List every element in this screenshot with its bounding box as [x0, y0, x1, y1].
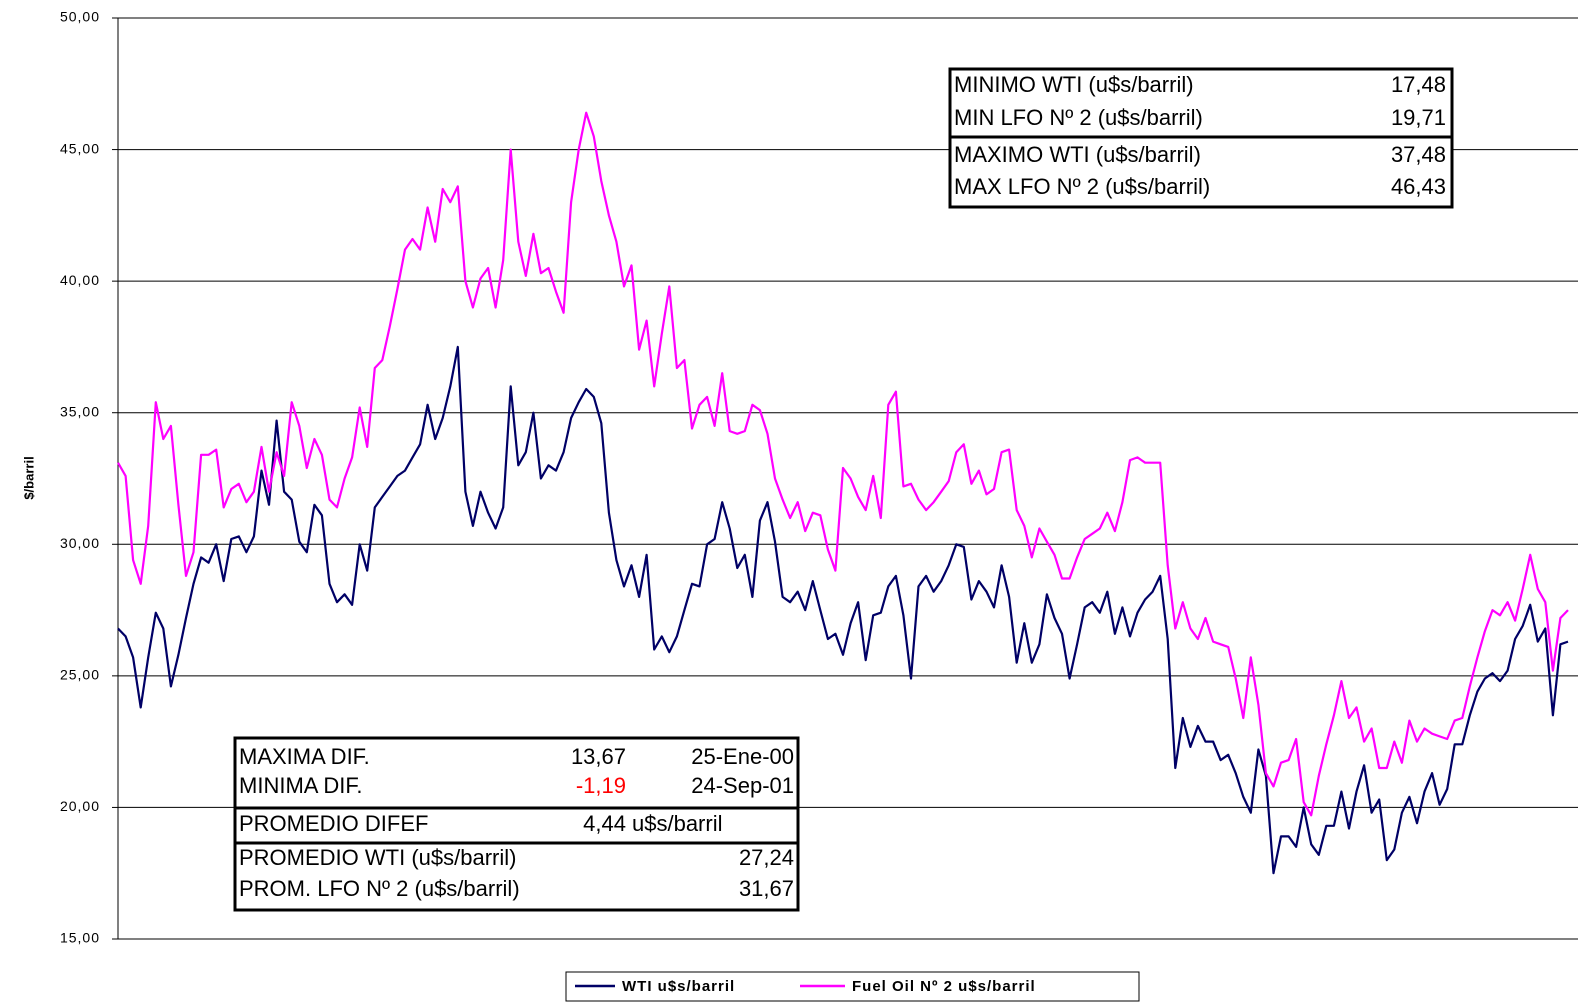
ann-value: 46,43	[1391, 174, 1446, 199]
ann-date: 24-Sep-01	[691, 773, 794, 798]
grid: 15,00 20,00 25,00 30,00 35,00 40,00 45,00 50,00	[60, 9, 1578, 946]
ann-date: 25-Ene-00	[691, 744, 794, 769]
legend-label: Fuel Oil Nº 2 u$s/barril	[852, 978, 1036, 995]
ann-value: 19,71	[1391, 105, 1446, 130]
legend-box	[565, 971, 1140, 1002]
y-tick-label: 50,00	[60, 9, 100, 25]
ann-value: 37,48	[1391, 142, 1446, 167]
ann-label: MINIMO WTI (u$s/barril)	[954, 72, 1194, 97]
y-tick-label: 45,00	[60, 140, 100, 156]
ann-value: -1,19	[576, 773, 626, 798]
legend-label: WTI u$s/barril	[622, 978, 735, 995]
ann-value: 4,44	[583, 811, 626, 836]
y-tick-label: 25,00	[60, 667, 100, 683]
ann-label: PROM. LFO Nº 2 (u$s/barril)	[239, 876, 520, 901]
ann-value: 13,67	[571, 744, 626, 769]
y-tick-label: 35,00	[60, 403, 100, 419]
series-line	[117, 345, 1569, 875]
series-line	[117, 111, 1569, 817]
ann-value: 27,24	[739, 845, 794, 870]
y-axis-label: $/barril	[21, 456, 36, 499]
stats-box-max-min: MINIMO WTI (u$s/barril) 17,48 MIN LFO Nº…	[948, 67, 1454, 209]
y-tick-label: 30,00	[60, 535, 100, 551]
separator	[233, 806, 800, 845]
lines	[117, 111, 1569, 875]
stats-box-diff: MAXIMA DIF. 13,67 25-Ene-00 MINIMA DIF. …	[233, 736, 800, 912]
ann-label: PROMEDIO WTI (u$s/barril)	[239, 845, 516, 870]
ann-label: PROMEDIO DIFEF	[239, 811, 428, 836]
y-tick-label: 20,00	[60, 798, 100, 814]
ann-value: 31,67	[739, 876, 794, 901]
ann-label: MAXIMA DIF.	[239, 744, 370, 769]
ann-label: MAXIMO WTI (u$s/barril)	[954, 142, 1201, 167]
ann-unit: u$s/barril	[632, 811, 722, 836]
ann-value: 17,48	[1391, 72, 1446, 97]
ann-label: MINIMA DIF.	[239, 773, 362, 798]
y-tick-label: 15,00	[60, 930, 100, 946]
ann-label: MAX LFO Nº 2 (u$s/barril)	[954, 174, 1210, 199]
y-tick-label: 40,00	[60, 272, 100, 288]
legend: WTI u$s/barril Fuel Oil Nº 2 u$s/barril	[565, 971, 1140, 1002]
ann-label: MIN LFO Nº 2 (u$s/barril)	[954, 105, 1203, 130]
